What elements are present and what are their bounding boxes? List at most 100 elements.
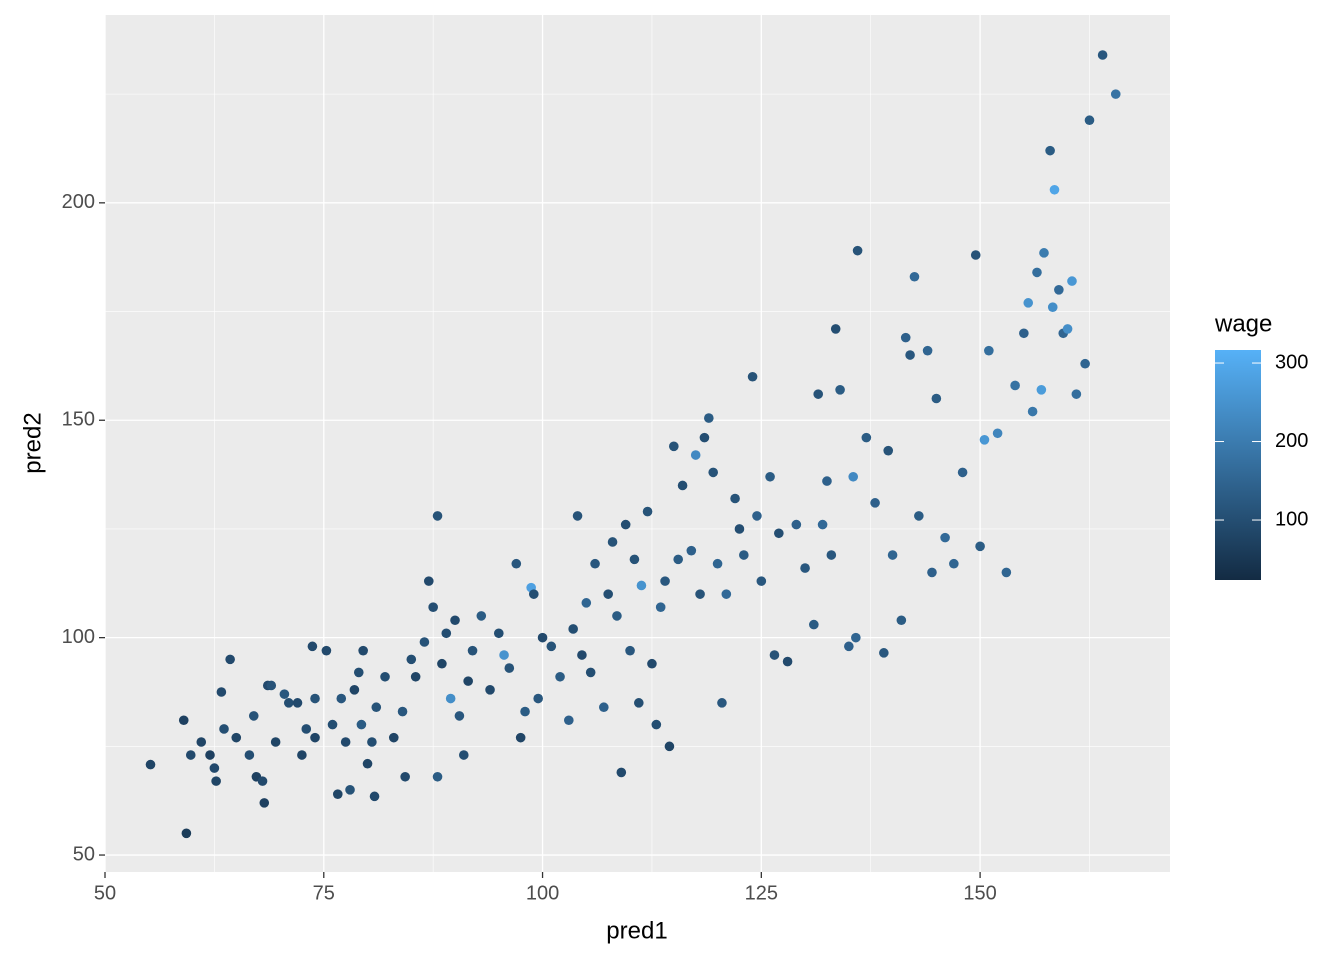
point: [721, 589, 732, 599]
point: [1110, 89, 1121, 99]
point: [283, 698, 294, 708]
point: [178, 715, 189, 726]
point: [1027, 406, 1038, 417]
point: [515, 732, 526, 743]
point: [879, 648, 889, 658]
point: [677, 480, 688, 491]
point: [327, 719, 338, 730]
point: [835, 385, 845, 395]
point: [791, 519, 802, 530]
point: [572, 511, 583, 521]
point: [533, 693, 543, 704]
point: [463, 676, 473, 686]
x-tick-label: 150: [963, 882, 996, 904]
point: [712, 558, 723, 569]
point: [940, 532, 950, 543]
point: [774, 528, 784, 539]
point: [931, 393, 942, 404]
point: [949, 558, 959, 569]
point: [822, 476, 832, 486]
point: [476, 611, 487, 621]
point: [851, 632, 861, 643]
point: [437, 658, 447, 669]
point: [616, 767, 627, 778]
point: [970, 250, 981, 260]
point: [454, 711, 465, 721]
point: [400, 771, 410, 782]
x-tick-label: 100: [526, 882, 559, 904]
point: [353, 667, 364, 678]
point: [826, 550, 837, 560]
point: [896, 615, 907, 626]
point: [270, 737, 281, 747]
point: [310, 732, 320, 743]
point: [211, 776, 221, 786]
point: [145, 759, 156, 770]
point: [752, 511, 762, 521]
point: [852, 245, 863, 256]
point: [445, 693, 456, 704]
point: [301, 724, 312, 734]
point: [870, 498, 880, 508]
point: [905, 350, 915, 360]
point: [432, 771, 443, 782]
point: [730, 493, 740, 504]
legend-title: wage: [1214, 310, 1272, 337]
plot-panel: [105, 15, 1170, 872]
point: [529, 589, 539, 599]
point: [817, 519, 828, 530]
point: [1080, 358, 1090, 369]
point: [1045, 145, 1055, 156]
point: [292, 698, 303, 708]
point: [397, 706, 408, 717]
point: [756, 576, 767, 586]
point: [367, 737, 377, 747]
point: [369, 791, 380, 802]
point: [1036, 385, 1047, 395]
point: [362, 758, 373, 769]
point: [216, 687, 227, 697]
x-axis-title: pred1: [606, 917, 667, 944]
point: [1010, 380, 1020, 391]
point: [568, 624, 578, 634]
point: [380, 671, 390, 682]
point: [209, 763, 220, 773]
point: [690, 450, 701, 460]
point: [607, 537, 618, 547]
point: [636, 580, 647, 591]
point: [1071, 389, 1082, 399]
point: [660, 576, 670, 586]
point: [537, 632, 548, 643]
point: [1032, 267, 1042, 278]
point: [336, 693, 347, 704]
point: [984, 345, 994, 356]
point: [1062, 324, 1073, 334]
point: [410, 671, 421, 682]
point: [406, 654, 417, 665]
point: [332, 789, 343, 799]
point: [555, 671, 565, 682]
point: [511, 558, 522, 569]
point: [599, 702, 609, 713]
point: [922, 345, 933, 356]
point: [585, 667, 596, 678]
point: [458, 750, 469, 760]
x-tick-label: 50: [94, 882, 116, 904]
point: [340, 737, 351, 747]
point: [625, 645, 635, 656]
point: [979, 435, 990, 445]
point: [861, 432, 872, 443]
y-tick-label: 150: [62, 409, 95, 431]
point: [634, 698, 644, 708]
point: [620, 519, 631, 530]
point: [321, 645, 332, 656]
point: [520, 706, 530, 717]
point: [371, 702, 382, 713]
point: [673, 554, 683, 565]
point: [669, 441, 679, 452]
point: [765, 471, 775, 482]
point: [185, 750, 196, 760]
point: [900, 332, 911, 343]
point: [450, 615, 460, 626]
